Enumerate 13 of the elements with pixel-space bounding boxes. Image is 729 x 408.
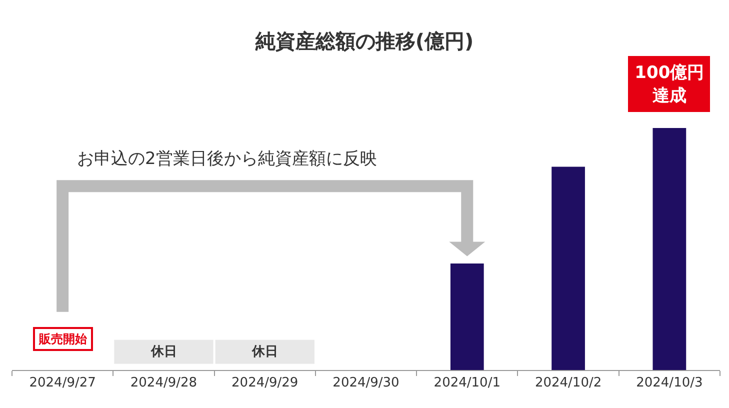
x-tick-label: 2024/10/1 <box>434 376 500 391</box>
x-tick-label: 2024/10/2 <box>534 376 602 391</box>
annotation: 休日 <box>251 344 278 360</box>
x-tick-label: 2024/9/30 <box>332 376 400 391</box>
annotation: 販売開始 <box>38 332 88 346</box>
x-tick-label: 2024/9/28 <box>130 376 198 391</box>
text: 100億円達成 <box>628 56 710 112</box>
x-tick-label: 2024/10/3 <box>636 376 703 391</box>
x-tick-label: 2024/9/27 <box>29 376 96 391</box>
annotation: 休日 <box>150 344 177 360</box>
annotation: お申込の2営業日後から純資産額に反映 <box>77 149 377 169</box>
x-tick-label: 2024/9/29 <box>232 376 298 391</box>
chart-title: 純資産総額の推移(億円) <box>254 28 474 53</box>
